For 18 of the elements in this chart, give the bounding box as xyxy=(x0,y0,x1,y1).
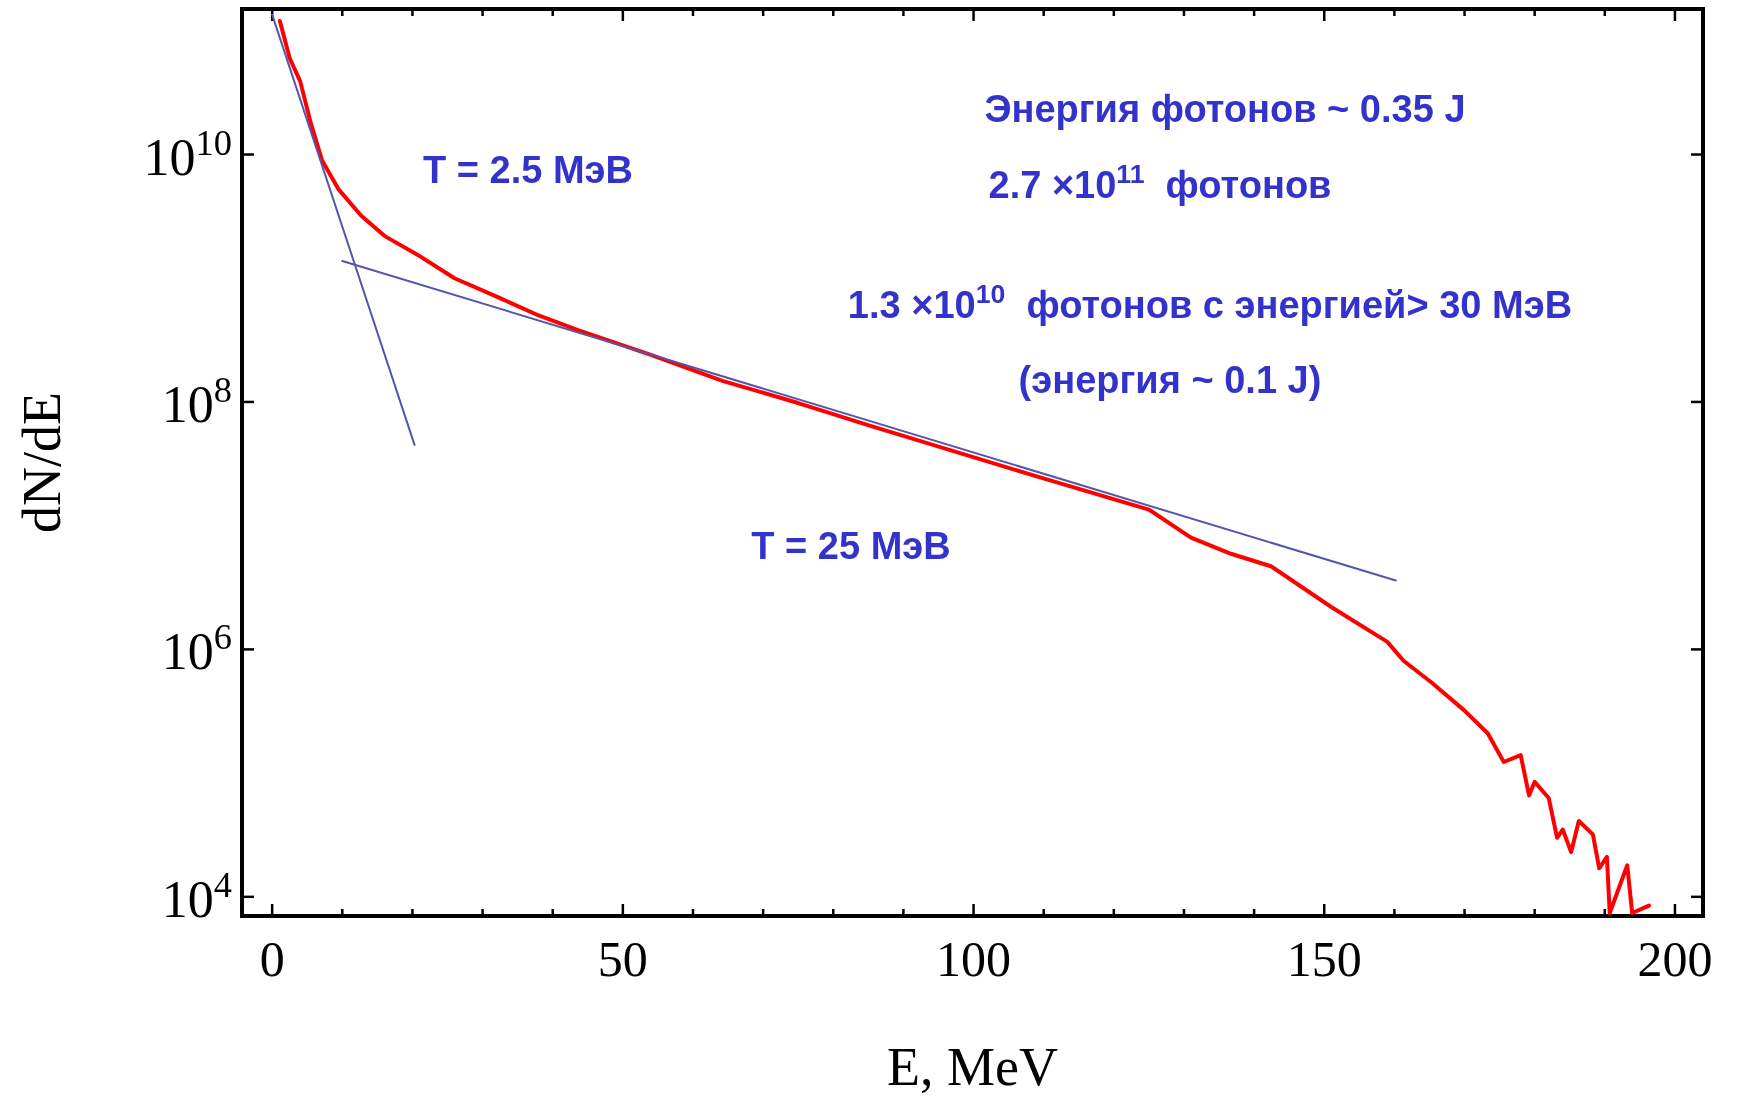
x-tick-label: 150 xyxy=(1286,931,1362,987)
annotation: T = 25 МэВ xyxy=(751,525,951,567)
annotation: 2.7 ×10$^{11}$ фотонов xyxy=(988,159,1332,206)
y-tick-label: 10$^{8}$ xyxy=(161,369,232,433)
y-axis-title: dN/dE xyxy=(12,392,72,533)
x-axis-title: E, MeV xyxy=(887,1037,1058,1097)
x-tick-label: 100 xyxy=(936,931,1012,987)
annotation: (энергия ~ 0.1 J) xyxy=(1018,359,1322,401)
annotation: Энергия фотонов ~ 0.35 J xyxy=(984,88,1466,130)
y-tick-label: 10$^{4}$ xyxy=(161,864,232,928)
y-tick-label: 10$^{10}$ xyxy=(143,122,232,186)
annotation: 1.3 ×10$^{10}$ фотонов с энергией> 30 МэВ xyxy=(847,279,1573,326)
x-tick-label: 0 xyxy=(259,931,285,987)
y-tick-label: 10$^{6}$ xyxy=(161,617,232,681)
annotation: T = 2.5 МэВ xyxy=(423,149,633,191)
line-series xyxy=(277,18,1651,916)
x-tick-label: 50 xyxy=(597,931,648,987)
x-tick-label: 200 xyxy=(1637,931,1713,987)
